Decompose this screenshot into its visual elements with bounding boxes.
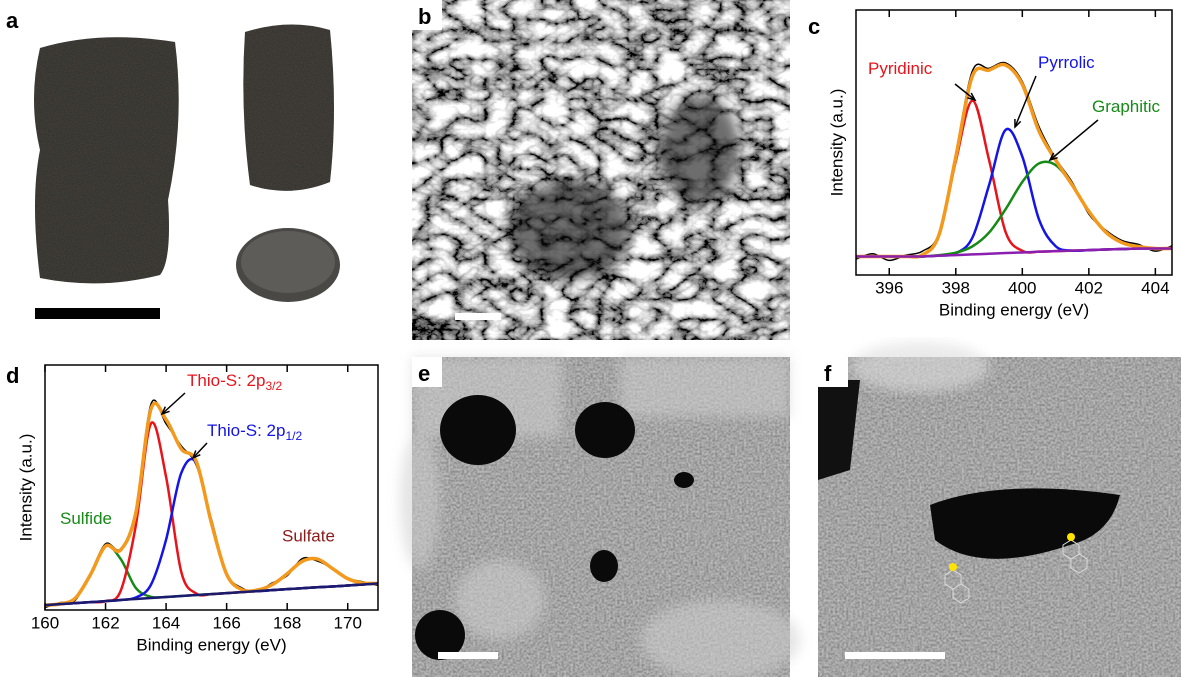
peak-label-text: Thio-S: 2p [207,421,285,440]
peak-label: Thio-S: 2p3/2 [187,371,282,393]
arrow-head [1014,118,1022,129]
arrow [161,392,186,415]
peak-label-text: Pyrrolic [1038,53,1095,72]
spectrum-line [856,61,1172,262]
spectrum-line [856,99,1172,259]
x-tick-label: 166 [212,613,240,632]
panel-label: e [418,361,430,386]
x-tick-label: 398 [942,278,970,297]
peak-label: Sulfide [60,509,112,528]
x-axis-title: Binding energy (eV) [136,635,286,654]
panel-label: b [418,4,431,29]
spectrum-line [856,127,1172,258]
x-tick-label: 404 [1141,278,1169,297]
spectrum-line [45,582,378,607]
peak-label-sub: 1/2 [285,429,302,443]
plot-frame [44,364,379,611]
peak-label: Graphitic [1092,97,1161,116]
plot-frame [855,9,1173,276]
x-tick-label: 160 [31,613,59,632]
arrow [954,83,976,101]
spectrum-line [45,544,378,607]
arrow-head [160,406,170,416]
peak-label-sub: 3/2 [265,379,282,393]
plot-area [856,61,1172,262]
spectrum-line [45,401,378,607]
peak-label-text: Graphitic [1092,97,1161,116]
peak-label: Pyrrolic [1038,53,1095,72]
x-tick-label: 402 [1075,278,1103,297]
peak-label-text: Sulfide [60,509,112,528]
x-tick-label: 170 [334,613,362,632]
photo-a [34,24,340,319]
panel-label: c [808,14,820,39]
arrow-head [1048,152,1058,162]
peak-label: Thio-S: 2p1/2 [207,421,302,443]
image-b [412,0,790,340]
arrow [1049,119,1099,161]
image-f [818,342,1181,677]
plot-area [45,399,378,609]
panel-label: a [6,8,19,33]
chart: Pyridinic Pyrrolic Graphitic 396 398 400 402 40… [827,9,1173,319]
arrow-head [967,92,977,102]
x-tick-label: 400 [1008,278,1036,297]
arrow-head [191,450,201,460]
annotation: Sulfate [282,526,335,545]
spectrum-line [856,62,1172,259]
x-tick-label: 396 [875,278,903,297]
peak-label: Pyridinic [868,59,933,78]
x-axis-title: Binding energy (eV) [939,300,1089,319]
panel-label: d [6,363,19,388]
x-tick-label: 164 [152,613,180,632]
x-tick-label: 168 [273,613,301,632]
peak-label-text: Thio-S: 2p [187,371,265,390]
y-axis-title: Intensity (a.u.) [827,89,846,197]
y-axis-title: Intensity (a.u.) [16,434,35,542]
arrow [1014,75,1037,128]
spectrum-line [856,247,1172,258]
x-tick-label: 162 [91,613,119,632]
arrow [192,442,208,459]
panel-label: f [824,361,832,386]
peak-label-text: Pyridinic [868,59,933,78]
image-e [400,357,800,677]
